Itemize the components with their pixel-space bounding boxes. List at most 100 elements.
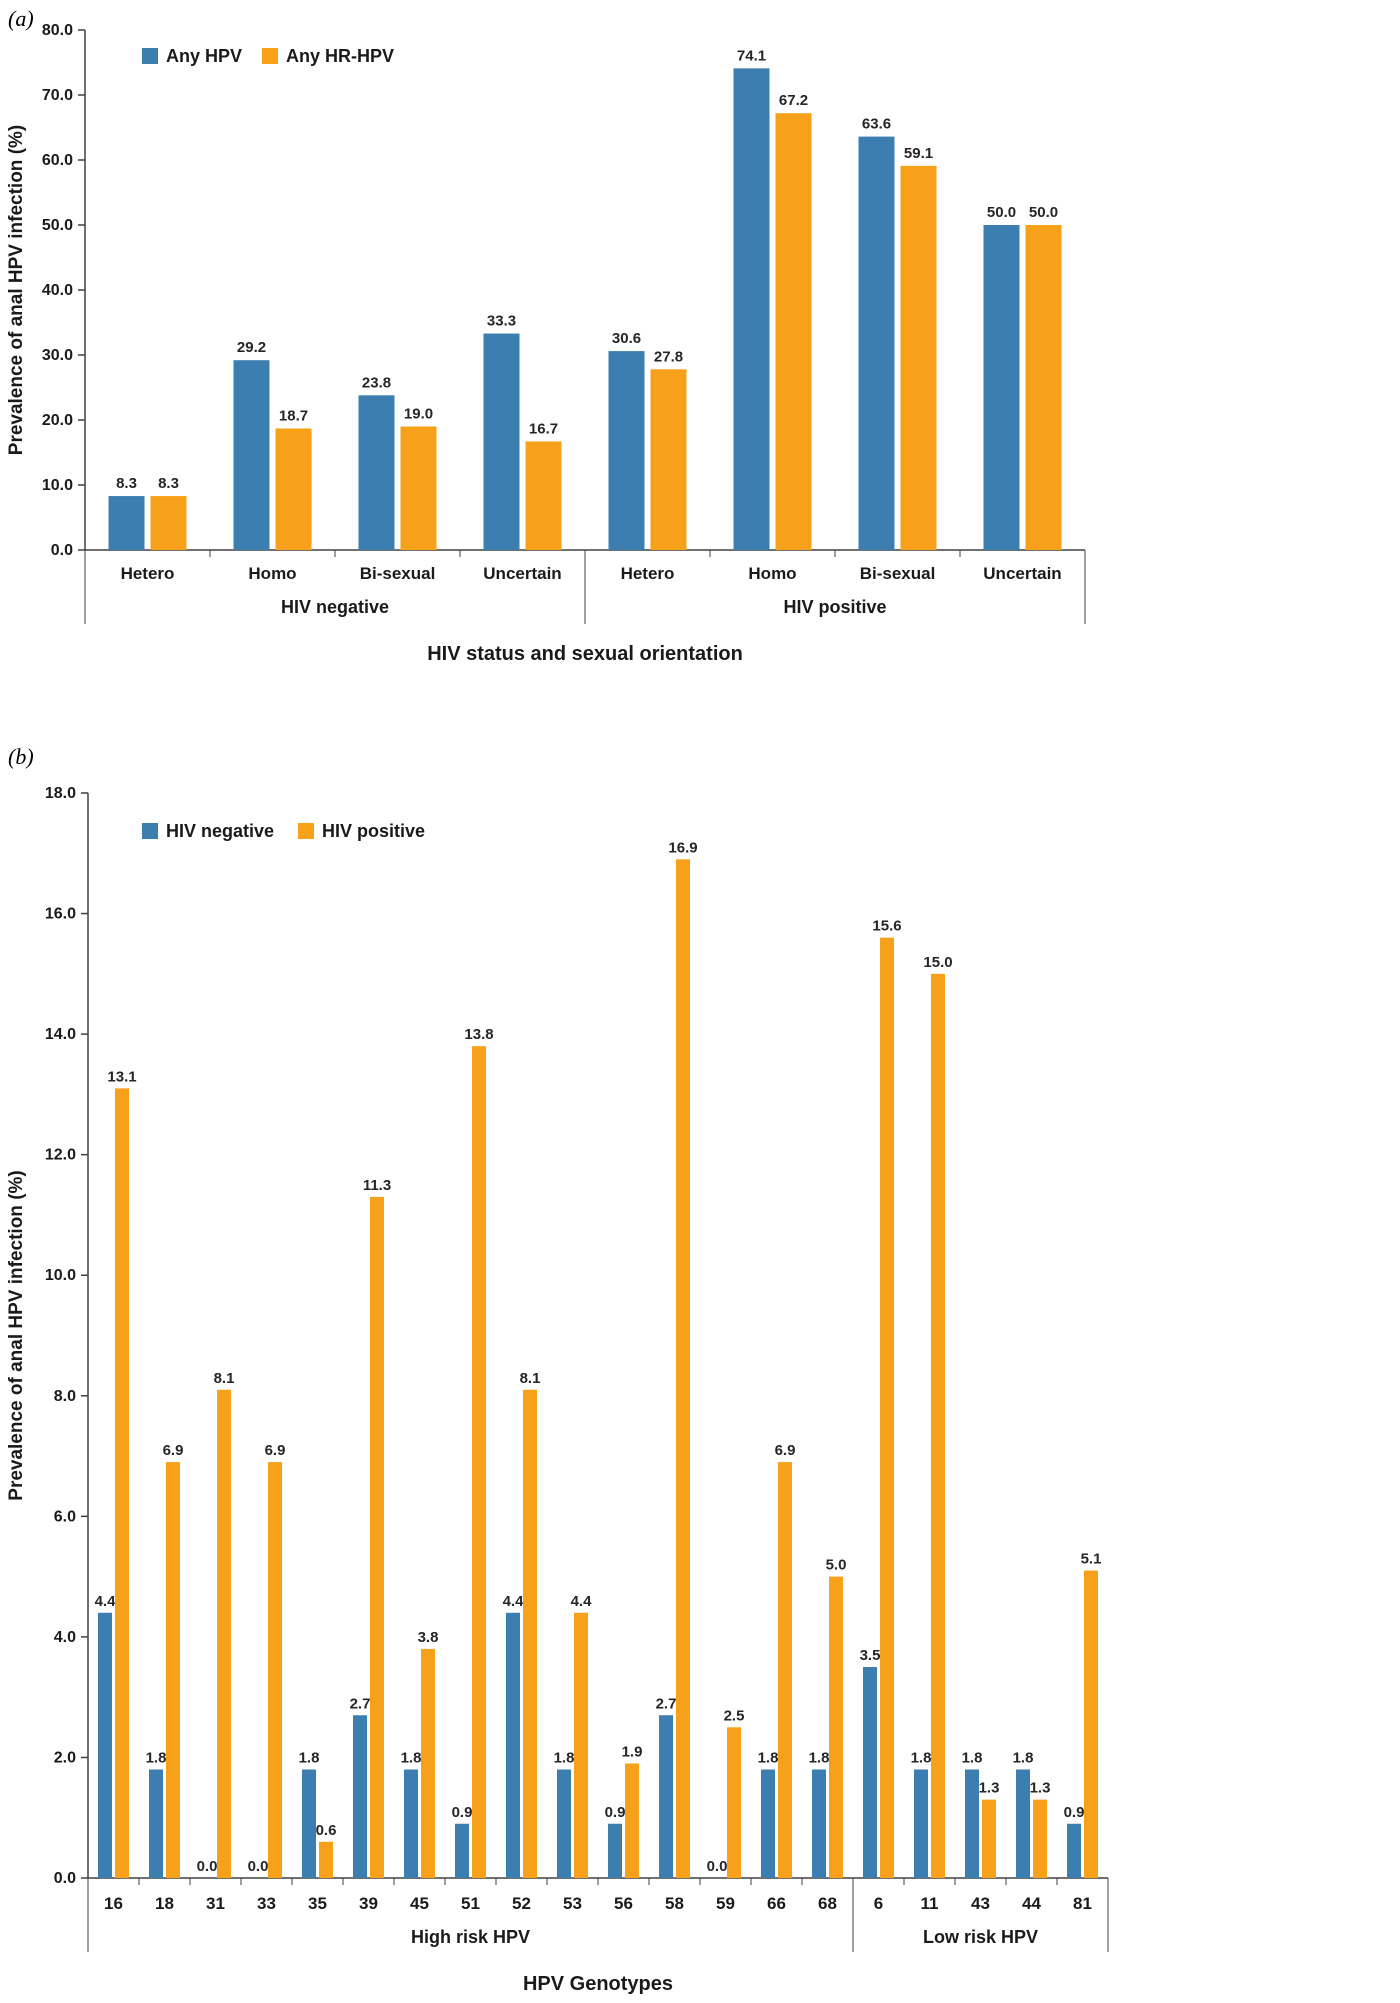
bar-any-hpv	[608, 351, 645, 550]
bar-any-hr-hpv	[150, 496, 187, 550]
bar-hiv-positive	[166, 1462, 180, 1878]
bar-any-hpv	[483, 333, 520, 550]
category-label: Uncertain	[483, 564, 561, 583]
bar-hiv-negative	[812, 1769, 826, 1878]
category-label: 81	[1073, 1894, 1092, 1913]
category-label: 33	[257, 1894, 276, 1913]
bar-any-hr-hpv	[650, 369, 687, 550]
bar-value-label: 5.0	[826, 1557, 847, 1574]
bar-value-label: 18.7	[279, 407, 308, 424]
bar-value-label: 67.2	[779, 92, 808, 109]
bar-hiv-positive	[727, 1727, 741, 1878]
bar-hiv-positive	[1033, 1799, 1047, 1878]
y-tick-label: 2.0	[54, 1749, 76, 1766]
legend-label: Any HR-HPV	[286, 46, 394, 66]
bar-any-hr-hpv	[400, 426, 437, 550]
bar-value-label: 2.7	[656, 1695, 677, 1712]
category-label: 53	[563, 1894, 582, 1913]
bar-any-hpv	[983, 225, 1020, 550]
bar-hiv-negative	[302, 1769, 316, 1878]
bar-hiv-negative	[353, 1715, 367, 1878]
bar-value-label: 3.5	[860, 1647, 881, 1664]
y-axis-title: Prevalence of anal HPV infection (%)	[6, 1170, 27, 1500]
category-label: 44	[1022, 1894, 1041, 1913]
bar-value-label: 16.9	[668, 839, 697, 856]
bar-value-label: 0.9	[452, 1804, 473, 1821]
y-tick-label: 20.0	[42, 412, 73, 429]
bar-value-label: 1.8	[758, 1750, 779, 1767]
bar-any-hr-hpv	[775, 113, 812, 550]
bar-hiv-negative	[659, 1715, 673, 1878]
category-label: Hetero	[121, 564, 175, 583]
bar-hiv-positive	[370, 1196, 384, 1878]
bar-value-label: 63.6	[862, 116, 891, 133]
bar-value-label: 1.8	[401, 1750, 422, 1767]
y-tick-label: 40.0	[42, 282, 73, 299]
bar-hiv-negative	[506, 1612, 520, 1878]
legend-swatch	[298, 823, 314, 839]
bar-value-label: 2.5	[724, 1707, 745, 1724]
bar-value-label: 8.3	[158, 475, 179, 492]
bar-value-label: 1.8	[1013, 1750, 1034, 1767]
category-label: 16	[104, 1894, 123, 1913]
y-tick-label: 16.0	[45, 906, 76, 923]
y-tick-label: 12.0	[45, 1147, 76, 1164]
bar-hiv-negative	[965, 1769, 979, 1878]
legend-swatch	[262, 48, 278, 64]
x-axis-title: HIV status and sexual orientation	[427, 643, 743, 665]
bar-hiv-positive	[625, 1763, 639, 1878]
bar-hiv-positive	[268, 1462, 282, 1878]
bar-value-label: 3.8	[418, 1629, 439, 1646]
panel-a-label: (a)	[8, 6, 34, 31]
bar-value-label: 29.2	[237, 339, 266, 356]
category-label: 39	[359, 1894, 378, 1913]
bar-value-label: 1.8	[911, 1750, 932, 1767]
bar-value-label: 4.4	[503, 1593, 525, 1610]
bar-value-label: 6.9	[775, 1442, 796, 1459]
legend-label: HIV negative	[166, 821, 274, 841]
category-label: 59	[716, 1894, 735, 1913]
category-label: Hetero	[621, 564, 675, 583]
bar-any-hpv	[733, 68, 770, 550]
bar-value-label: 15.6	[872, 918, 901, 935]
bar-value-label: 8.1	[520, 1370, 541, 1387]
bar-value-label: 59.1	[904, 145, 933, 162]
category-label: 66	[767, 1894, 786, 1913]
bar-hiv-positive	[523, 1389, 537, 1878]
bar-value-label: 4.4	[571, 1593, 593, 1610]
bar-any-hr-hpv	[275, 428, 312, 550]
bar-hiv-positive	[982, 1799, 996, 1878]
y-tick-label: 70.0	[42, 87, 73, 104]
axis-group-label: High risk HPV	[411, 1927, 530, 1947]
category-label: 43	[971, 1894, 990, 1913]
bar-value-label: 13.8	[464, 1026, 493, 1043]
bar-value-label: 15.0	[923, 954, 952, 971]
category-label: 31	[206, 1894, 225, 1913]
bar-hiv-positive	[1084, 1570, 1098, 1878]
bar-value-label: 1.9	[622, 1743, 643, 1760]
bar-any-hr-hpv	[900, 165, 937, 550]
bar-hiv-negative	[863, 1667, 877, 1878]
legend-swatch	[142, 48, 158, 64]
category-label: Homo	[248, 564, 296, 583]
category-label: Bi-sexual	[360, 564, 436, 583]
bar-hiv-positive	[115, 1088, 129, 1878]
bar-hiv-negative	[455, 1823, 469, 1878]
bar-value-label: 50.0	[1029, 204, 1058, 221]
bar-any-hr-hpv	[1025, 225, 1062, 550]
bar-value-label: 0.0	[197, 1858, 218, 1875]
y-tick-label: 50.0	[42, 217, 73, 234]
bar-value-label: 33.3	[487, 313, 516, 330]
bar-hiv-positive	[880, 937, 894, 1878]
bar-hiv-positive	[778, 1462, 792, 1878]
bar-any-hpv	[358, 395, 395, 550]
bar-value-label: 0.6	[316, 1822, 337, 1839]
y-tick-label: 10.0	[45, 1267, 76, 1284]
bar-value-label: 0.0	[248, 1858, 269, 1875]
category-label: 18	[155, 1894, 174, 1913]
y-tick-label: 18.0	[45, 785, 76, 802]
y-tick-label: 14.0	[45, 1026, 76, 1043]
bar-hiv-positive	[676, 859, 690, 1878]
bar-hiv-positive	[421, 1648, 435, 1878]
